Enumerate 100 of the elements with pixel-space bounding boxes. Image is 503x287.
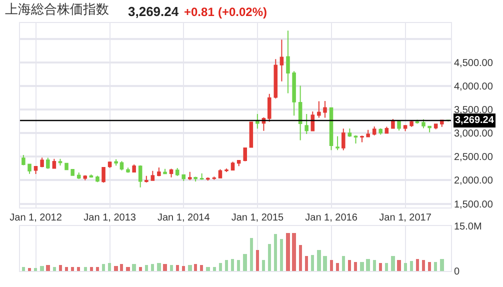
candlestick (336, 136, 340, 151)
bar (151, 264, 154, 271)
candlestick (64, 162, 68, 171)
x-tick-label: Jan 1, 2015 (231, 212, 284, 224)
candlestick (40, 157, 44, 168)
bar (102, 264, 105, 271)
bar (71, 267, 74, 271)
y-tick-label: 2,000.00 (454, 176, 494, 187)
candlestick (96, 175, 100, 183)
bar (268, 244, 271, 271)
bar (34, 268, 37, 271)
chart-subtitle: 3,269.24 (128, 4, 180, 19)
candlestick (132, 164, 136, 174)
bar (373, 260, 376, 271)
candlestick (46, 157, 50, 170)
bar (225, 260, 228, 271)
bar (40, 266, 44, 271)
bar (46, 265, 50, 271)
candlestick (188, 171, 192, 181)
candlestick (372, 126, 376, 136)
bar (237, 260, 240, 271)
candlestick (114, 158, 118, 166)
bar (397, 260, 401, 271)
candlestick (102, 166, 106, 184)
candlestick (384, 126, 389, 134)
candlestick (175, 167, 180, 177)
ref-line-label: 3,269.24 (455, 115, 494, 126)
bar (139, 267, 142, 271)
bar (170, 265, 173, 271)
chart-title: 上海総合株価指数 (5, 2, 110, 18)
bar (274, 234, 277, 271)
candlestick (52, 158, 56, 170)
candlestick (428, 125, 432, 133)
bar (262, 260, 265, 271)
y-tick-label: 1,500.00 (454, 199, 494, 210)
candlestick (292, 70, 296, 116)
bar (416, 259, 419, 271)
candlestick (224, 168, 228, 172)
candlestick (236, 160, 241, 167)
candlestick (354, 134, 358, 144)
candlestick (280, 39, 284, 82)
bar (422, 260, 425, 271)
candlestick (274, 58, 278, 99)
candlestick (267, 93, 272, 122)
bar (213, 267, 216, 271)
bar (410, 261, 413, 271)
bar (53, 267, 56, 271)
bar (391, 256, 395, 271)
bar (145, 265, 148, 271)
candlestick (304, 113, 308, 134)
bar (65, 267, 68, 271)
candlestick (397, 120, 401, 132)
candlestick (28, 163, 32, 174)
bar (250, 238, 253, 271)
bar (360, 262, 364, 271)
bar (108, 263, 111, 271)
bar (286, 233, 290, 271)
candlestick (230, 161, 235, 170)
candlestick (58, 158, 62, 166)
candlestick (144, 175, 148, 184)
bar (231, 259, 234, 271)
candlestick (108, 160, 112, 168)
bar (77, 267, 80, 271)
candlestick (317, 100, 321, 118)
bar (90, 267, 93, 271)
candlestick (22, 154, 26, 166)
bar (280, 239, 283, 271)
bar (299, 245, 302, 271)
bar (126, 267, 130, 271)
candlestick (323, 100, 327, 118)
candlestick (366, 129, 370, 138)
bar (243, 254, 247, 271)
candlestick (391, 118, 395, 130)
bar (28, 268, 31, 271)
candlestick (83, 174, 88, 181)
x-tick-label: Jan 1, 2013 (84, 212, 136, 224)
candlestick (157, 167, 161, 177)
y-tick-label: 4,500.00 (454, 58, 494, 70)
bar (206, 267, 210, 271)
bar (434, 262, 437, 271)
y-tick-label: 4,000.00 (454, 82, 494, 93)
bar (194, 264, 197, 271)
candlestick (138, 164, 142, 188)
x-tick-label: Jan 1, 2017 (379, 212, 432, 224)
candlestick (256, 114, 260, 130)
bar (219, 263, 222, 271)
candlestick (378, 128, 382, 136)
bar (96, 267, 99, 271)
bar (132, 264, 136, 271)
candlestick (286, 30, 290, 94)
candlestick (434, 124, 438, 130)
bar (348, 260, 351, 271)
candlestick (200, 172, 204, 180)
candlestick (120, 160, 124, 171)
bar (440, 259, 444, 271)
bar (182, 266, 185, 271)
candlestick (298, 85, 302, 141)
bar (428, 262, 431, 271)
y-tick-label: 0 (454, 266, 460, 278)
candlestick (76, 172, 81, 180)
